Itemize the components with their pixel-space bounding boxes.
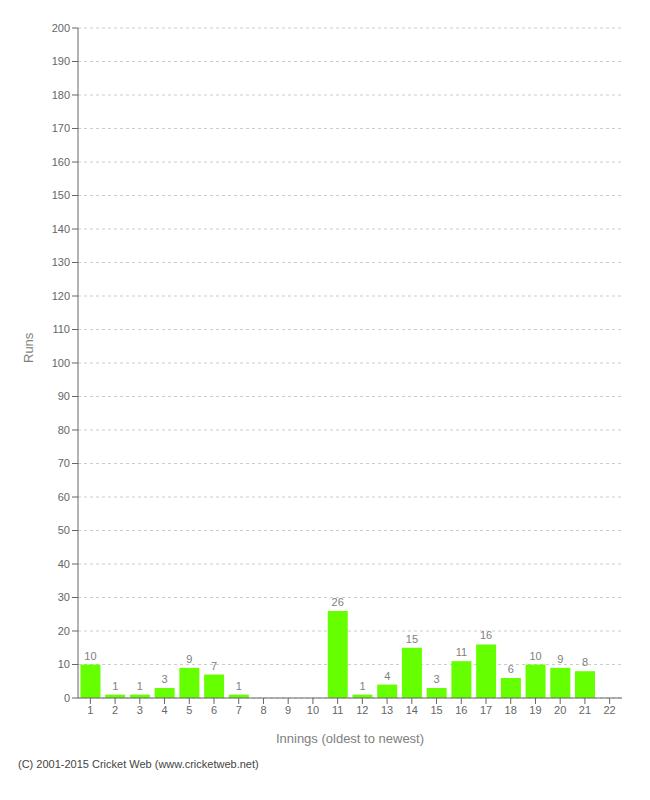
svg-text:6: 6: [508, 663, 514, 675]
svg-text:9: 9: [285, 704, 291, 716]
svg-text:200: 200: [52, 22, 70, 34]
svg-text:2: 2: [112, 704, 118, 716]
svg-text:170: 170: [52, 122, 70, 134]
svg-text:0: 0: [64, 692, 70, 704]
svg-text:10: 10: [58, 658, 70, 670]
svg-text:19: 19: [529, 704, 541, 716]
svg-text:140: 140: [52, 223, 70, 235]
svg-text:9: 9: [186, 653, 192, 665]
svg-text:160: 160: [52, 156, 70, 168]
svg-text:20: 20: [554, 704, 566, 716]
svg-text:190: 190: [52, 55, 70, 67]
svg-text:Runs: Runs: [21, 332, 36, 363]
svg-text:10: 10: [307, 704, 319, 716]
svg-text:Innings (oldest to newest): Innings (oldest to newest): [276, 731, 424, 746]
svg-text:16: 16: [480, 629, 492, 641]
svg-text:60: 60: [58, 491, 70, 503]
svg-text:7: 7: [236, 704, 242, 716]
svg-text:1: 1: [112, 680, 118, 692]
svg-text:1: 1: [359, 680, 365, 692]
svg-text:11: 11: [456, 646, 467, 658]
svg-text:22: 22: [604, 704, 616, 716]
svg-text:1: 1: [87, 704, 93, 716]
svg-text:3: 3: [162, 673, 168, 685]
svg-text:90: 90: [58, 390, 70, 402]
svg-text:30: 30: [58, 591, 70, 603]
svg-text:40: 40: [58, 558, 70, 570]
svg-text:1: 1: [137, 680, 143, 692]
svg-text:3: 3: [137, 704, 143, 716]
svg-text:5: 5: [186, 704, 192, 716]
svg-text:14: 14: [406, 704, 418, 716]
svg-text:16: 16: [455, 704, 467, 716]
svg-text:11: 11: [332, 704, 343, 716]
svg-text:50: 50: [58, 524, 70, 536]
svg-text:150: 150: [52, 189, 70, 201]
svg-text:13: 13: [381, 704, 393, 716]
svg-text:17: 17: [480, 704, 492, 716]
svg-text:120: 120: [52, 290, 70, 302]
svg-text:9: 9: [557, 653, 563, 665]
svg-text:6: 6: [211, 704, 217, 716]
svg-text:21: 21: [579, 704, 591, 716]
svg-text:15: 15: [430, 704, 442, 716]
svg-text:100: 100: [52, 357, 70, 369]
svg-text:18: 18: [505, 704, 517, 716]
svg-text:80: 80: [58, 424, 70, 436]
svg-text:110: 110: [52, 323, 70, 335]
svg-text:4: 4: [384, 670, 390, 682]
svg-text:3: 3: [434, 673, 440, 685]
svg-text:15: 15: [406, 633, 418, 645]
svg-text:4: 4: [161, 704, 167, 716]
svg-text:10: 10: [84, 650, 96, 662]
svg-text:70: 70: [58, 457, 70, 469]
svg-text:8: 8: [582, 656, 588, 668]
svg-text:1: 1: [236, 680, 242, 692]
svg-text:20: 20: [58, 625, 70, 637]
html-text:(C) 2001-2015 Cricket Web (www: (C) 2001-2015 Cricket Web (www.cricketwe…: [18, 758, 259, 770]
svg-text:130: 130: [52, 256, 70, 268]
svg-text:7: 7: [211, 660, 217, 672]
svg-text:8: 8: [260, 704, 266, 716]
svg-text:12: 12: [356, 704, 368, 716]
svg-text:26: 26: [332, 596, 344, 608]
svg-text:180: 180: [52, 89, 70, 101]
svg-text:10: 10: [529, 650, 541, 662]
